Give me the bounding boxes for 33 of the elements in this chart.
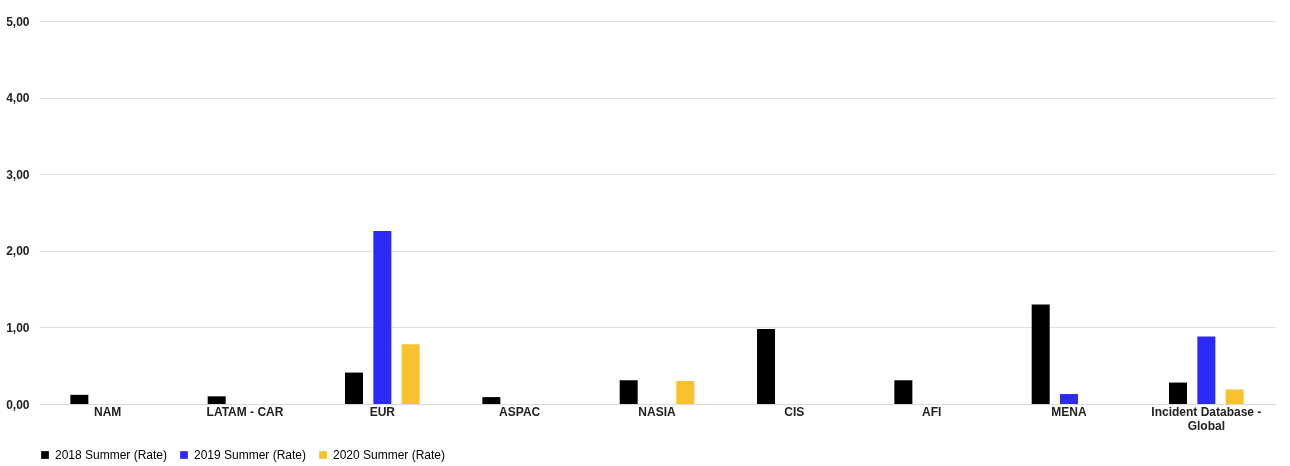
bar bbox=[757, 328, 776, 404]
x-tick-label: ASPAC bbox=[499, 404, 541, 419]
y-tick-label: 3,00 bbox=[6, 167, 30, 182]
x-tick-label: MENA bbox=[1051, 404, 1087, 419]
bar bbox=[401, 344, 420, 404]
bar bbox=[1197, 336, 1216, 404]
y-tick-label: 2,00 bbox=[6, 244, 30, 259]
bar bbox=[894, 380, 913, 404]
legend-label: 2020 Summer (Rate) bbox=[333, 448, 446, 462]
bar bbox=[1169, 382, 1188, 404]
y-tick-label: 1,00 bbox=[6, 320, 30, 335]
x-tick-label: LATAM - CAR bbox=[206, 404, 284, 419]
bar bbox=[1225, 389, 1244, 404]
bar bbox=[70, 394, 89, 404]
bar bbox=[345, 372, 364, 404]
x-tick-label: CIS bbox=[784, 404, 805, 419]
bar bbox=[482, 397, 501, 404]
bar bbox=[373, 230, 392, 404]
legend-label: 2018 Summer (Rate) bbox=[55, 448, 168, 462]
legend-label: 2019 Summer (Rate) bbox=[194, 448, 307, 462]
y-tick-label: 0,00 bbox=[6, 397, 30, 412]
x-tick-label: EUR bbox=[369, 404, 396, 419]
x-tick-label: NAM bbox=[94, 404, 122, 419]
bar bbox=[1031, 304, 1050, 404]
bar bbox=[619, 380, 638, 404]
x-tick-label: Incident Database - Global bbox=[1151, 404, 1262, 433]
bar bbox=[1060, 394, 1078, 404]
y-tick-label: 5,00 bbox=[6, 14, 30, 29]
bar bbox=[207, 396, 226, 404]
y-tick-label: 4,00 bbox=[6, 91, 30, 106]
x-tick-label: AFI bbox=[921, 404, 942, 419]
bar bbox=[676, 381, 695, 404]
x-tick-label: NASIA bbox=[638, 404, 676, 419]
